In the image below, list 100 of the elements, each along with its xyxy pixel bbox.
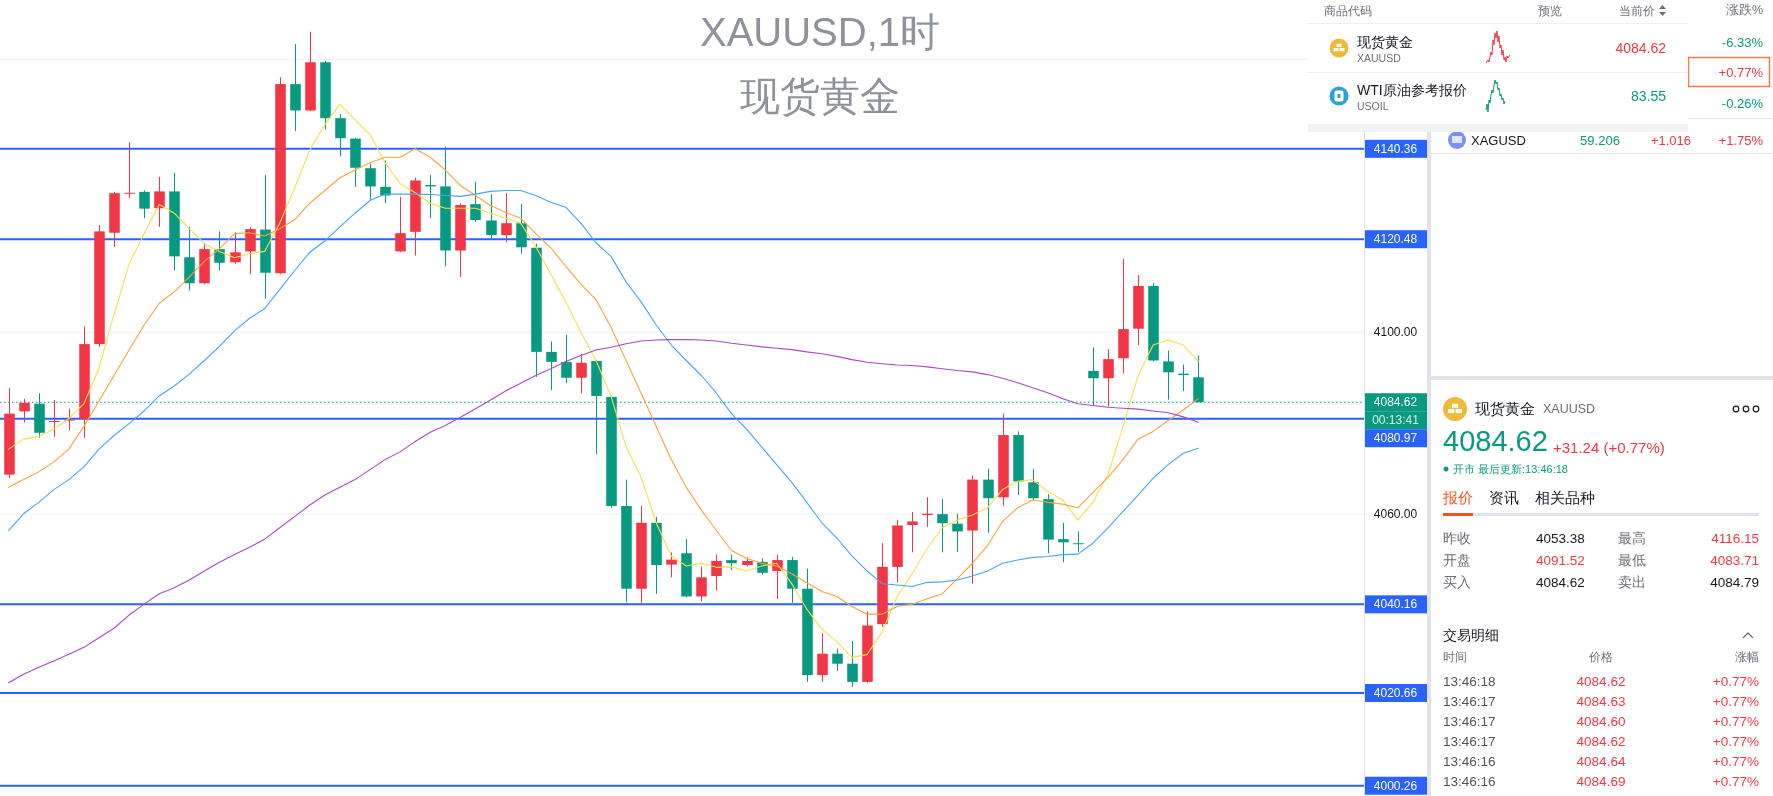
text: 4084.62 <box>1615 40 1667 56</box>
candlestick <box>470 181 481 223</box>
text: +0.77% <box>1718 64 1764 80</box>
text: 13:46:17 <box>1443 713 1496 729</box>
candlestick <box>1028 468 1039 501</box>
candlestick <box>666 551 677 578</box>
text: 13:46:17 <box>1443 733 1496 749</box>
text: 现货黄金 <box>1357 34 1413 50</box>
text: +0.77% <box>1712 693 1759 709</box>
text: 报价 <box>1442 488 1473 506</box>
text: +0.77% <box>1712 733 1759 749</box>
candlestick <box>245 226 256 275</box>
candlestick <box>1103 348 1114 407</box>
candlestick <box>711 554 722 592</box>
text: 4084.63 <box>1576 693 1626 709</box>
candlestick <box>832 648 843 672</box>
text: 交易明细 <box>1443 627 1499 643</box>
text: 83.55 <box>1630 88 1667 104</box>
candlestick <box>365 163 376 201</box>
text: 开盘 <box>1443 552 1471 568</box>
text: 4091.52 <box>1536 552 1585 568</box>
ref-line-label: 4120.48 <box>1373 232 1418 247</box>
text: 13:46:16 <box>1443 773 1496 789</box>
text: 价格 <box>1588 650 1613 664</box>
text: 4116.15 <box>1711 530 1759 546</box>
candlestick <box>937 498 948 553</box>
text: 13:46:17 <box>1443 693 1496 709</box>
candlestick <box>817 632 828 683</box>
candlestick <box>561 334 572 384</box>
text: 时间 <box>1443 650 1467 664</box>
candlestick <box>952 513 963 553</box>
text: 4084.62 <box>1443 425 1548 457</box>
candlestick <box>1058 522 1069 563</box>
text: +0.77% <box>1712 773 1759 789</box>
text: XAUUSD <box>1357 52 1402 64</box>
candlestick <box>486 193 497 240</box>
chart-title: XAUUSD,1时 <box>699 10 941 54</box>
ref-line-label: 4020.66 <box>1373 685 1418 700</box>
text: 涨幅 <box>1735 650 1759 664</box>
y-tick-label: 4060.00 <box>1373 507 1418 522</box>
text: 4084.60 <box>1576 713 1626 729</box>
text: 4084.69 <box>1576 773 1626 789</box>
text: +0.77% <box>1712 673 1759 689</box>
text: 4084.62 <box>1536 574 1585 590</box>
text: XAGUSD <box>1471 132 1526 148</box>
text: 4083.71 <box>1710 552 1759 568</box>
text: XAUUSD <box>1543 402 1596 416</box>
candlestick <box>501 192 512 243</box>
line-series <box>8 339 1199 684</box>
ref-line-label: 4140.36 <box>1373 141 1418 156</box>
text: 59.206 <box>1580 132 1620 148</box>
text: 4053.38 <box>1536 530 1585 546</box>
text: +1.75% <box>1718 132 1764 148</box>
text: WTI原油参考报价 <box>1357 82 1467 98</box>
text: +31.24 (+0.77%) <box>1553 438 1665 456</box>
ref-line-label: 4000.26 <box>1373 778 1418 793</box>
text: 相关品种 <box>1535 488 1595 506</box>
candlestick <box>1163 349 1174 401</box>
text: 昨收 <box>1443 530 1471 546</box>
text: 预览 <box>1538 5 1562 17</box>
candlestick <box>154 176 165 228</box>
text: 13:46:18 <box>1443 673 1496 689</box>
text: -0.26% <box>1721 95 1764 111</box>
text: 00:13:41 <box>1372 413 1420 428</box>
ref-line-label: 4084.62 <box>1373 395 1418 410</box>
ref-line-label: 4040.16 <box>1373 597 1418 612</box>
text: 买入 <box>1443 574 1471 590</box>
candlestick <box>847 640 858 688</box>
candlestick <box>124 141 135 199</box>
candlestick <box>139 189 150 219</box>
text: 最低 <box>1618 552 1646 568</box>
candlestick <box>19 398 30 423</box>
ref-line-label: 4080.97 <box>1373 431 1418 446</box>
text: 4084.64 <box>1576 753 1626 769</box>
text: USOIL <box>1357 100 1389 112</box>
candlestick <box>576 353 587 394</box>
text: 13:46:16 <box>1443 753 1496 769</box>
candlestick <box>983 468 994 534</box>
text: +0.77% <box>1712 713 1759 729</box>
text: +0.77% <box>1712 753 1759 769</box>
text: 商品代码 <box>1324 4 1372 17</box>
text: 现货黄金 <box>740 74 900 118</box>
candlestick <box>1073 530 1084 553</box>
candlestick <box>696 566 707 602</box>
candlestick <box>907 511 918 553</box>
candlestick <box>546 340 557 391</box>
text: 4084.79 <box>1710 574 1759 590</box>
text: 4084.62 <box>1576 673 1626 689</box>
text: 资讯 <box>1489 488 1519 506</box>
text: 卖出 <box>1618 574 1646 590</box>
text: 开市 最后更新:13:46:18 <box>1453 463 1568 475</box>
text: 最高 <box>1618 530 1646 546</box>
candlestick <box>395 196 406 253</box>
text: +1.016 <box>1650 132 1691 148</box>
text: 当前价 <box>1619 5 1655 17</box>
y-tick-label: 4100.00 <box>1373 325 1418 340</box>
text: -6.33% <box>1721 34 1764 50</box>
text: 4084.62 <box>1576 733 1626 749</box>
text: 现货黄金 <box>1475 401 1535 417</box>
candlestick <box>335 113 346 157</box>
